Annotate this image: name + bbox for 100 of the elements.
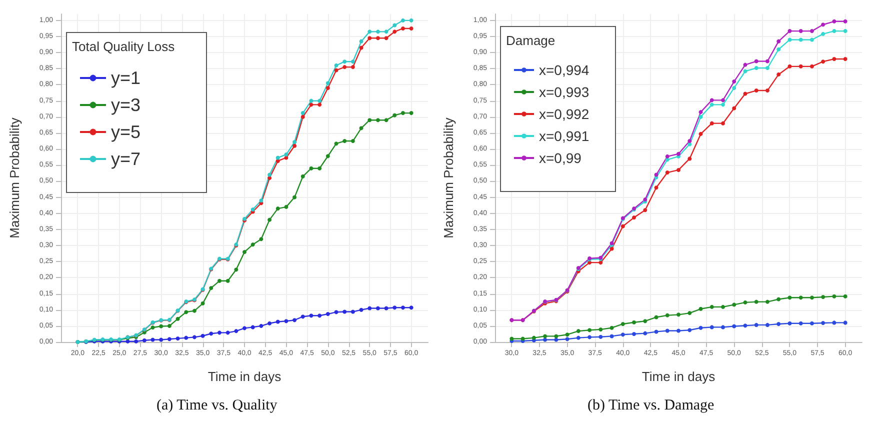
point <box>284 319 288 324</box>
point <box>268 321 272 326</box>
point <box>588 328 592 332</box>
point <box>318 314 322 318</box>
point <box>150 338 155 342</box>
point <box>400 306 405 310</box>
point <box>788 64 792 68</box>
point <box>676 312 680 317</box>
point <box>300 114 305 119</box>
point <box>543 334 548 338</box>
point <box>176 336 180 340</box>
point <box>342 60 347 64</box>
point <box>665 328 670 333</box>
point <box>242 326 246 330</box>
point <box>598 334 603 339</box>
point <box>276 206 280 211</box>
point <box>620 224 625 228</box>
point <box>259 198 264 203</box>
legend-label: y=1 <box>111 68 141 88</box>
point <box>209 332 214 336</box>
point <box>359 308 364 312</box>
point <box>159 338 164 342</box>
point <box>384 36 388 40</box>
point <box>643 331 648 336</box>
point <box>200 301 205 306</box>
point <box>167 337 172 342</box>
point <box>798 64 803 68</box>
point <box>217 330 222 335</box>
point <box>698 114 703 119</box>
point <box>300 314 305 319</box>
point <box>326 154 330 158</box>
point <box>654 315 658 320</box>
point <box>359 39 364 44</box>
point <box>350 65 355 70</box>
point <box>284 204 288 209</box>
point <box>832 320 836 325</box>
point <box>665 170 670 175</box>
point <box>159 324 164 328</box>
point <box>376 118 380 122</box>
point <box>832 29 836 34</box>
point <box>732 302 736 307</box>
point <box>720 121 725 126</box>
point <box>376 306 380 310</box>
point <box>259 324 264 328</box>
point <box>276 158 280 163</box>
legend-label: y=7 <box>111 149 141 169</box>
point <box>318 102 322 107</box>
point <box>376 36 380 40</box>
legend-label: x=0,993 <box>539 84 590 100</box>
point <box>821 32 826 36</box>
point <box>843 320 848 325</box>
legend-label: x=0,99 <box>539 150 582 166</box>
point <box>368 36 372 40</box>
point <box>368 306 372 310</box>
point <box>200 334 205 338</box>
point <box>732 80 736 84</box>
point <box>576 336 580 340</box>
point <box>821 294 826 299</box>
point <box>392 113 397 118</box>
point <box>184 310 188 314</box>
point <box>392 30 397 34</box>
point <box>643 208 648 212</box>
point <box>342 139 347 144</box>
point <box>688 311 692 316</box>
point <box>698 132 703 136</box>
point <box>776 47 781 52</box>
point <box>234 268 238 272</box>
point <box>720 102 725 107</box>
point <box>300 174 305 178</box>
point <box>754 66 758 70</box>
point <box>810 29 814 34</box>
point <box>610 246 614 251</box>
point <box>821 321 826 326</box>
point <box>832 294 836 298</box>
point <box>309 166 314 170</box>
point <box>217 278 222 283</box>
point <box>350 310 355 314</box>
point <box>134 339 138 344</box>
point <box>334 310 338 314</box>
point <box>654 186 658 190</box>
point <box>268 172 272 177</box>
point <box>743 62 748 67</box>
point <box>720 325 725 330</box>
point <box>821 60 826 64</box>
point <box>843 19 848 24</box>
point <box>554 334 558 338</box>
point <box>226 278 230 283</box>
point <box>292 144 297 148</box>
point <box>359 126 364 130</box>
point <box>284 152 288 157</box>
point <box>276 156 280 160</box>
point <box>167 324 172 328</box>
point <box>632 320 636 324</box>
point <box>620 322 625 326</box>
point <box>543 338 548 342</box>
point <box>798 321 803 326</box>
point <box>292 318 297 322</box>
point <box>532 336 536 340</box>
point <box>598 260 603 265</box>
point <box>588 335 592 340</box>
